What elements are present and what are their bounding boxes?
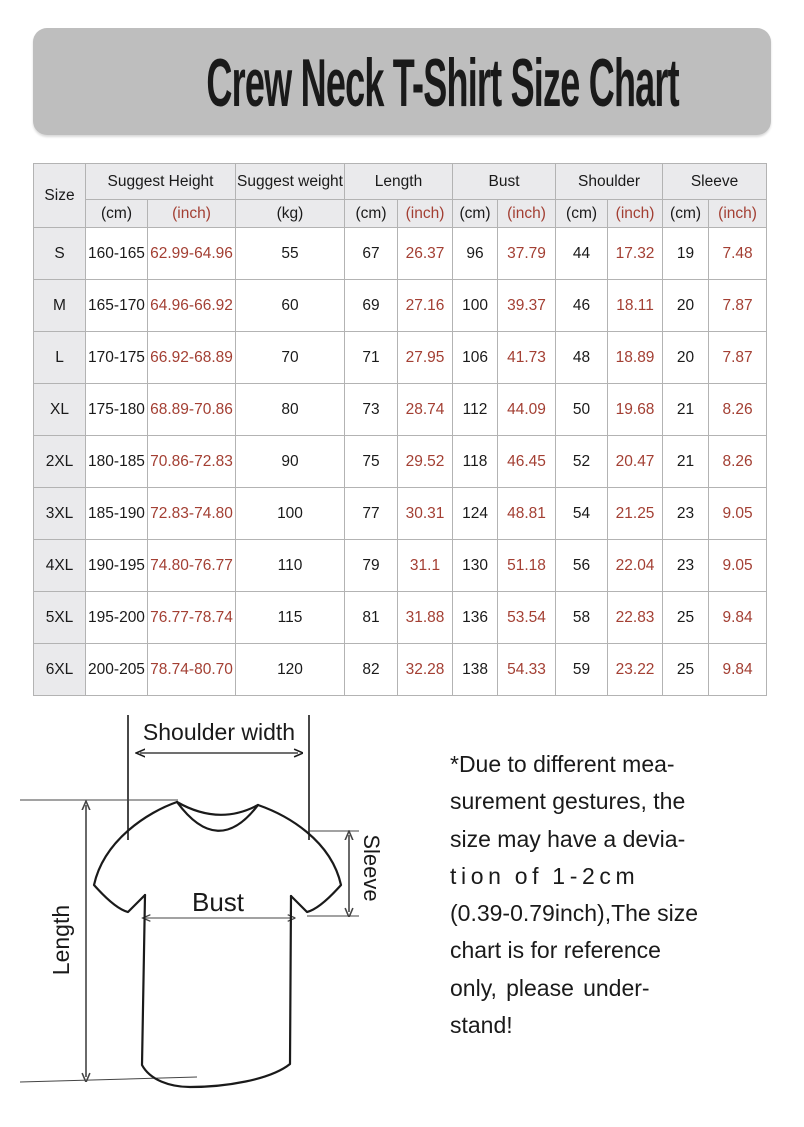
svg-text:Bust: Bust <box>192 887 245 917</box>
svg-text:Shoulder width: Shoulder width <box>143 719 295 745</box>
svg-text:Length: Length <box>48 905 74 975</box>
svg-text:Sleeve: Sleeve <box>359 834 384 901</box>
